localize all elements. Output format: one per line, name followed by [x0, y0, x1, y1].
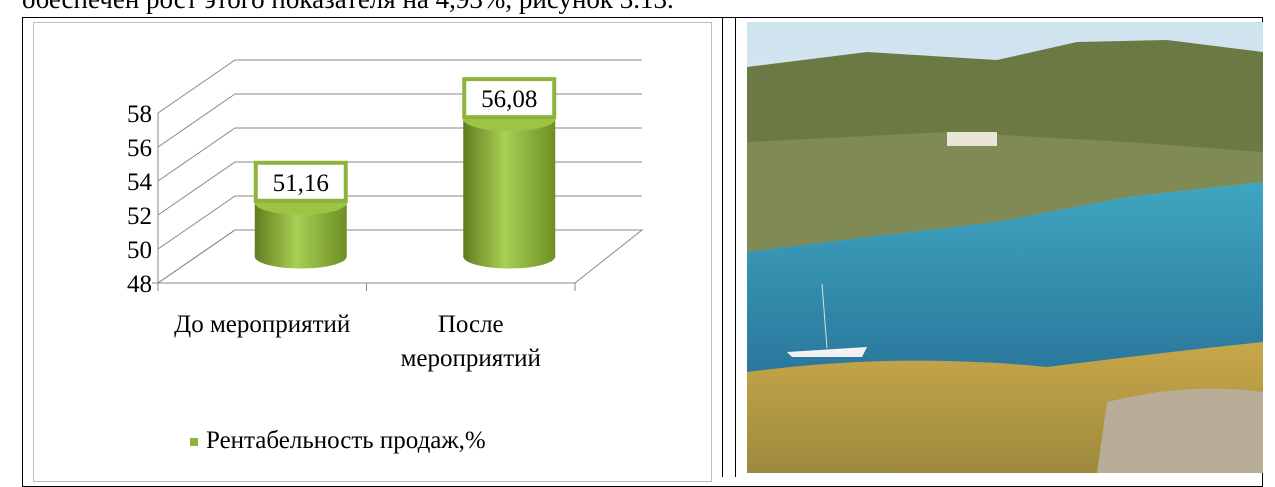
y-tick-label: 58: [127, 101, 152, 128]
table-divider: [722, 17, 736, 477]
y-tick-label: 54: [127, 169, 153, 196]
grid-line: [158, 94, 642, 147]
y-tick-label: 52: [127, 203, 152, 230]
grid-line: [158, 128, 642, 181]
legend-swatch: [190, 438, 198, 446]
photo: [747, 22, 1263, 473]
value-label: 51,16: [256, 163, 346, 201]
value-label: 56,08: [464, 79, 554, 117]
page: обеспечен рост этого показателя на 4,93%…: [0, 0, 1275, 473]
grid-line: [158, 162, 642, 215]
grid-line: [158, 60, 642, 113]
legend: Рентабельность продаж,%: [190, 427, 486, 455]
bar-body: [463, 119, 555, 256]
value-label-text: 51,16: [273, 170, 329, 197]
y-tick-label: 50: [127, 237, 152, 264]
y-tick-label: 48: [127, 271, 152, 298]
bar-bottom: [255, 245, 347, 269]
grid-line: [158, 196, 642, 249]
x-tick-label: До мероприятий: [162, 308, 362, 342]
bar: [463, 107, 555, 268]
bar-bottom: [463, 245, 555, 269]
chart: 48 50 52 54 56 58 51,16 56,08: [0, 0, 722, 473]
x-tick-label: После мероприятий: [371, 308, 571, 376]
legend-label: Рентабельность продаж,%: [206, 427, 486, 454]
y-tick-label: 56: [127, 135, 152, 162]
grid-line: [158, 230, 642, 283]
floor: [158, 230, 642, 283]
value-label-text: 56,08: [481, 86, 537, 113]
